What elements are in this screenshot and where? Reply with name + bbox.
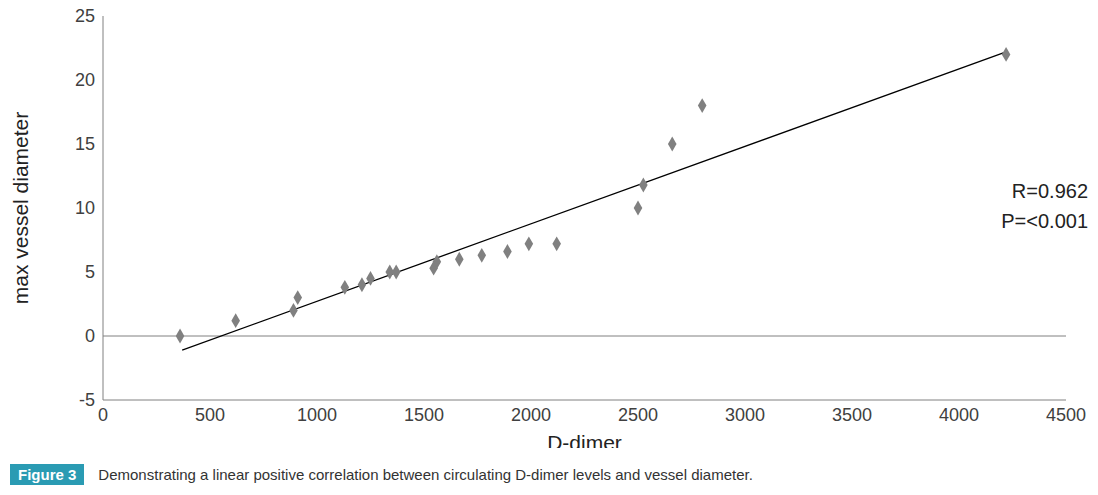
svg-text:5: 5 [85,262,95,282]
svg-text:25: 25 [75,8,95,26]
html-text:Demonstrating a linear positiv: Demonstrating a linear positive correlat… [98,466,753,483]
svg-text:500: 500 [195,405,225,425]
svg-text:0: 0 [98,405,108,425]
svg-text:1500: 1500 [404,405,444,425]
svg-text:3000: 3000 [725,405,765,425]
svg-text:2000: 2000 [511,405,551,425]
svg-text:4000: 4000 [939,405,979,425]
svg-text:3500: 3500 [832,405,872,425]
html-text:P=<0.001: P=<0.001 [1001,210,1088,232]
svg-text:D-dimer: D-dimer [547,431,622,448]
svg-text:max vessel diameter: max vessel diameter [9,112,32,305]
svg-text:15: 15 [75,134,95,154]
html-text:R=0.962: R=0.962 [1011,180,1088,202]
svg-text:1000: 1000 [297,405,337,425]
svg-text:-5: -5 [79,390,95,410]
svg-text:2500: 2500 [618,405,658,425]
svg-text:20: 20 [75,70,95,90]
svg-text:4500: 4500 [1046,405,1086,425]
svg-text:10: 10 [75,198,95,218]
html-text:Figure 3: Figure 3 [18,466,77,483]
svg-text:0: 0 [85,326,95,346]
